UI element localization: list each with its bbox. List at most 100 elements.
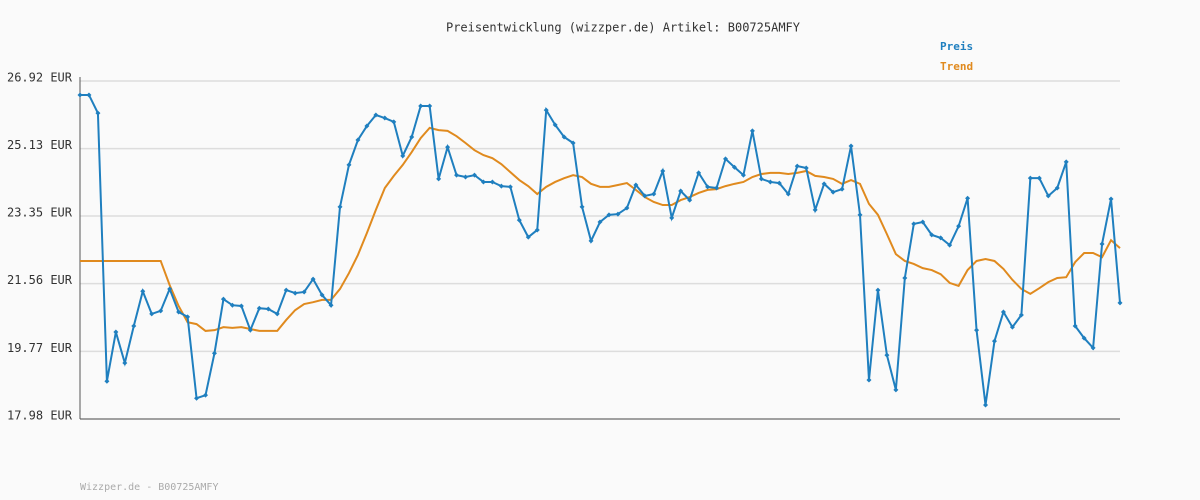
point-marker bbox=[660, 168, 666, 174]
point-marker bbox=[185, 314, 191, 320]
point-marker bbox=[938, 235, 944, 241]
point-marker bbox=[597, 219, 603, 225]
point-marker bbox=[391, 119, 397, 125]
point-marker bbox=[203, 392, 209, 398]
point-marker bbox=[561, 134, 567, 140]
point-marker bbox=[113, 329, 119, 335]
point-marker bbox=[220, 296, 226, 302]
point-marker bbox=[319, 292, 325, 298]
point-marker bbox=[95, 110, 101, 116]
point-marker bbox=[884, 352, 890, 358]
point-marker bbox=[364, 123, 370, 129]
point-marker bbox=[965, 195, 971, 201]
point-marker bbox=[292, 290, 298, 296]
point-marker bbox=[283, 287, 289, 293]
point-marker bbox=[911, 221, 917, 227]
point-marker bbox=[615, 211, 621, 217]
series-line bbox=[80, 93, 1121, 406]
point-marker bbox=[382, 115, 388, 121]
y-tick-label: 23.35 EUR bbox=[7, 205, 73, 219]
point-marker bbox=[678, 188, 684, 194]
point-marker bbox=[687, 197, 693, 203]
point-marker bbox=[167, 286, 173, 292]
point-marker bbox=[256, 305, 262, 311]
point-marker bbox=[991, 338, 997, 344]
y-tick-label: 17.98 EUR bbox=[7, 409, 73, 423]
point-marker bbox=[122, 360, 128, 366]
point-marker bbox=[812, 207, 818, 213]
point-marker bbox=[525, 234, 531, 240]
point-marker bbox=[714, 185, 720, 191]
point-marker bbox=[1090, 345, 1096, 351]
point-marker bbox=[1054, 185, 1060, 191]
point-marker bbox=[409, 134, 415, 140]
point-marker bbox=[194, 395, 200, 401]
point-marker bbox=[740, 172, 746, 178]
point-marker bbox=[624, 205, 630, 211]
point-marker bbox=[767, 179, 773, 185]
y-tick-label: 26.92 EUR bbox=[7, 71, 73, 85]
point-marker bbox=[776, 180, 782, 186]
chart-title: Preisentwicklung (wizzper.de) Artikel: B… bbox=[446, 21, 801, 35]
point-marker bbox=[1018, 312, 1024, 318]
point-marker bbox=[983, 402, 989, 408]
legend-label: Preis bbox=[940, 40, 973, 53]
y-tick-label: 19.77 EUR bbox=[7, 341, 73, 355]
point-marker bbox=[633, 182, 639, 188]
point-marker bbox=[337, 204, 343, 210]
point-marker bbox=[498, 183, 504, 189]
point-marker bbox=[749, 128, 755, 134]
point-marker bbox=[328, 302, 334, 308]
point-marker bbox=[705, 184, 711, 190]
point-marker bbox=[373, 112, 379, 118]
point-marker bbox=[758, 176, 764, 182]
point-marker bbox=[893, 387, 899, 393]
point-marker bbox=[830, 189, 836, 195]
point-marker bbox=[579, 204, 585, 210]
point-marker bbox=[77, 92, 83, 98]
point-marker bbox=[516, 217, 522, 223]
point-marker bbox=[570, 140, 576, 146]
point-marker bbox=[355, 137, 361, 143]
point-marker bbox=[642, 193, 648, 199]
point-marker bbox=[265, 306, 271, 312]
point-marker bbox=[1027, 175, 1033, 181]
point-marker bbox=[731, 164, 737, 170]
point-marker bbox=[669, 215, 675, 221]
point-marker bbox=[454, 172, 460, 178]
point-marker bbox=[696, 170, 702, 176]
point-marker bbox=[507, 184, 513, 190]
point-marker bbox=[866, 377, 872, 383]
point-marker bbox=[1117, 300, 1123, 306]
point-marker bbox=[803, 165, 809, 171]
series-line bbox=[80, 126, 1121, 332]
point-marker bbox=[821, 181, 827, 187]
point-marker bbox=[104, 378, 110, 384]
point-marker bbox=[1099, 241, 1105, 247]
point-marker bbox=[1045, 193, 1051, 199]
point-marker bbox=[310, 276, 316, 282]
point-marker bbox=[875, 287, 881, 293]
legend-label: Trend bbox=[940, 60, 973, 73]
point-marker bbox=[534, 227, 540, 233]
y-tick-label: 25.13 EUR bbox=[7, 138, 73, 152]
point-marker bbox=[1036, 175, 1042, 181]
point-marker bbox=[229, 302, 235, 308]
point-marker bbox=[1072, 323, 1078, 329]
point-marker bbox=[723, 156, 729, 162]
point-marker bbox=[480, 179, 486, 185]
point-marker bbox=[1009, 324, 1015, 330]
point-marker bbox=[131, 323, 137, 329]
point-marker bbox=[86, 92, 92, 98]
point-marker bbox=[785, 191, 791, 197]
point-marker bbox=[1000, 309, 1006, 315]
point-marker bbox=[436, 176, 442, 182]
point-marker bbox=[651, 191, 657, 197]
point-marker bbox=[1063, 159, 1069, 165]
point-marker bbox=[839, 186, 845, 192]
point-marker bbox=[445, 144, 451, 150]
point-marker bbox=[140, 288, 146, 294]
point-marker bbox=[400, 153, 406, 159]
point-marker bbox=[463, 174, 469, 180]
